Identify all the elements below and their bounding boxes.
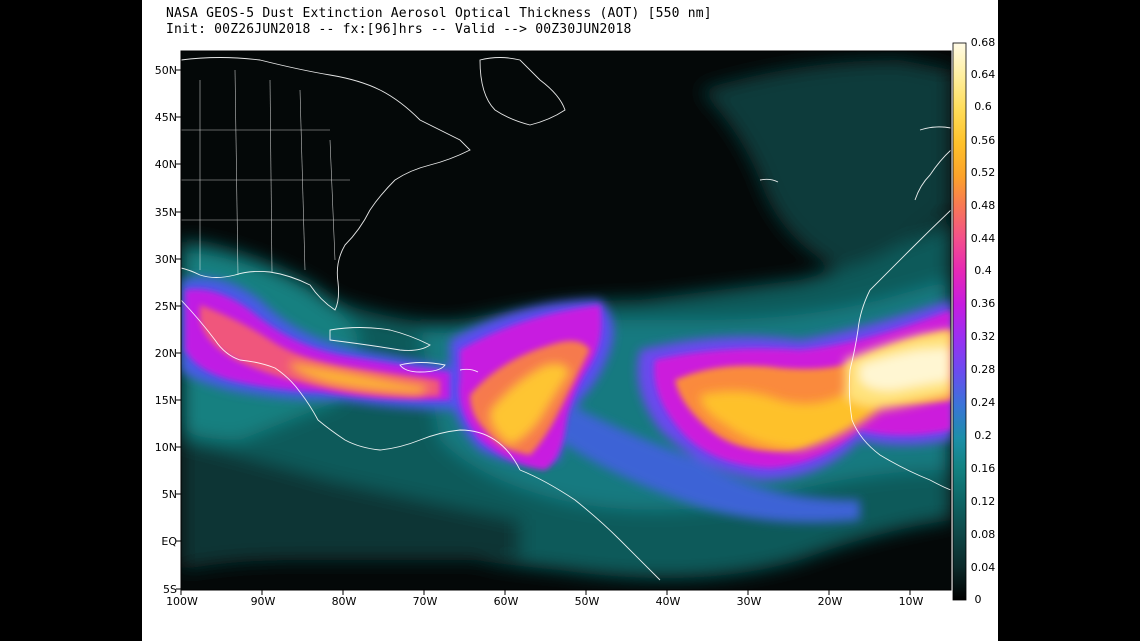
state-borders	[181, 69, 360, 276]
colorbar-label: 0.36	[971, 297, 996, 310]
colorbar-gradient	[952, 42, 967, 601]
colorbar-label: 0.48	[971, 199, 996, 212]
lat-label: 40N	[155, 158, 177, 171]
lat-label: 5S	[163, 583, 177, 596]
latitude-labels: 50N 45N 40N 35N 30N 25N 20N 15N 10N 5N E…	[155, 64, 178, 596]
lon-label: 30W	[737, 595, 762, 608]
map-subtitle: Init: 00Z26JUN2018 -- fx:[96]hrs -- Vali…	[166, 22, 632, 37]
colorbar: 0.68 0.64 0.6 0.56 0.52 0.48 0.44 0.4 0.…	[952, 36, 996, 606]
lat-label: 20N	[155, 347, 177, 360]
coastlines	[181, 57, 951, 581]
lon-label: 80W	[332, 595, 357, 608]
colorbar-label: 0.12	[971, 495, 996, 508]
lon-label: 10W	[899, 595, 924, 608]
lon-label: 70W	[413, 595, 438, 608]
lon-label: 100W	[166, 595, 198, 608]
colorbar-label: 0.56	[971, 134, 996, 147]
lon-label: 50W	[575, 595, 600, 608]
colorbar-label: 0.08	[971, 528, 996, 541]
colorbar-label: 0.6	[974, 100, 992, 113]
lon-label: 40W	[656, 595, 681, 608]
colorbar-label: 0.68	[971, 36, 996, 49]
lon-label: 60W	[494, 595, 519, 608]
longitude-labels: 100W 90W 80W 70W 60W 50W 40W 30W 20W 10W	[166, 595, 923, 608]
lon-label: 20W	[818, 595, 843, 608]
colorbar-label: 0.28	[971, 363, 996, 376]
colorbar-label: 0.64	[971, 68, 996, 81]
colorbar-label: 0.44	[971, 232, 996, 245]
lat-label: 10N	[155, 441, 177, 454]
axis-ticks	[176, 69, 911, 595]
colorbar-label: 0.04	[971, 561, 996, 574]
lat-label: 30N	[155, 253, 177, 266]
lat-label: 45N	[155, 111, 177, 124]
colorbar-label: 0.24	[971, 396, 996, 409]
lat-label: 35N	[155, 206, 177, 219]
colorbar-label: 0.32	[971, 330, 996, 343]
colorbar-label: 0.16	[971, 462, 996, 475]
lat-label: 5N	[162, 488, 177, 501]
colorbar-label: 0.2	[974, 429, 992, 442]
aot-field	[181, 57, 951, 581]
lat-label: 50N	[155, 64, 177, 77]
lon-label: 90W	[251, 595, 276, 608]
lat-label: 25N	[155, 300, 177, 313]
colorbar-label: 0	[975, 593, 982, 606]
lat-label: EQ	[161, 535, 177, 548]
lat-label: 15N	[155, 394, 177, 407]
colorbar-label: 0.4	[974, 264, 992, 277]
map-border	[180, 50, 952, 591]
map-title: NASA GEOS-5 Dust Extinction Aerosol Opti…	[166, 6, 712, 21]
colorbar-label: 0.52	[971, 166, 996, 179]
